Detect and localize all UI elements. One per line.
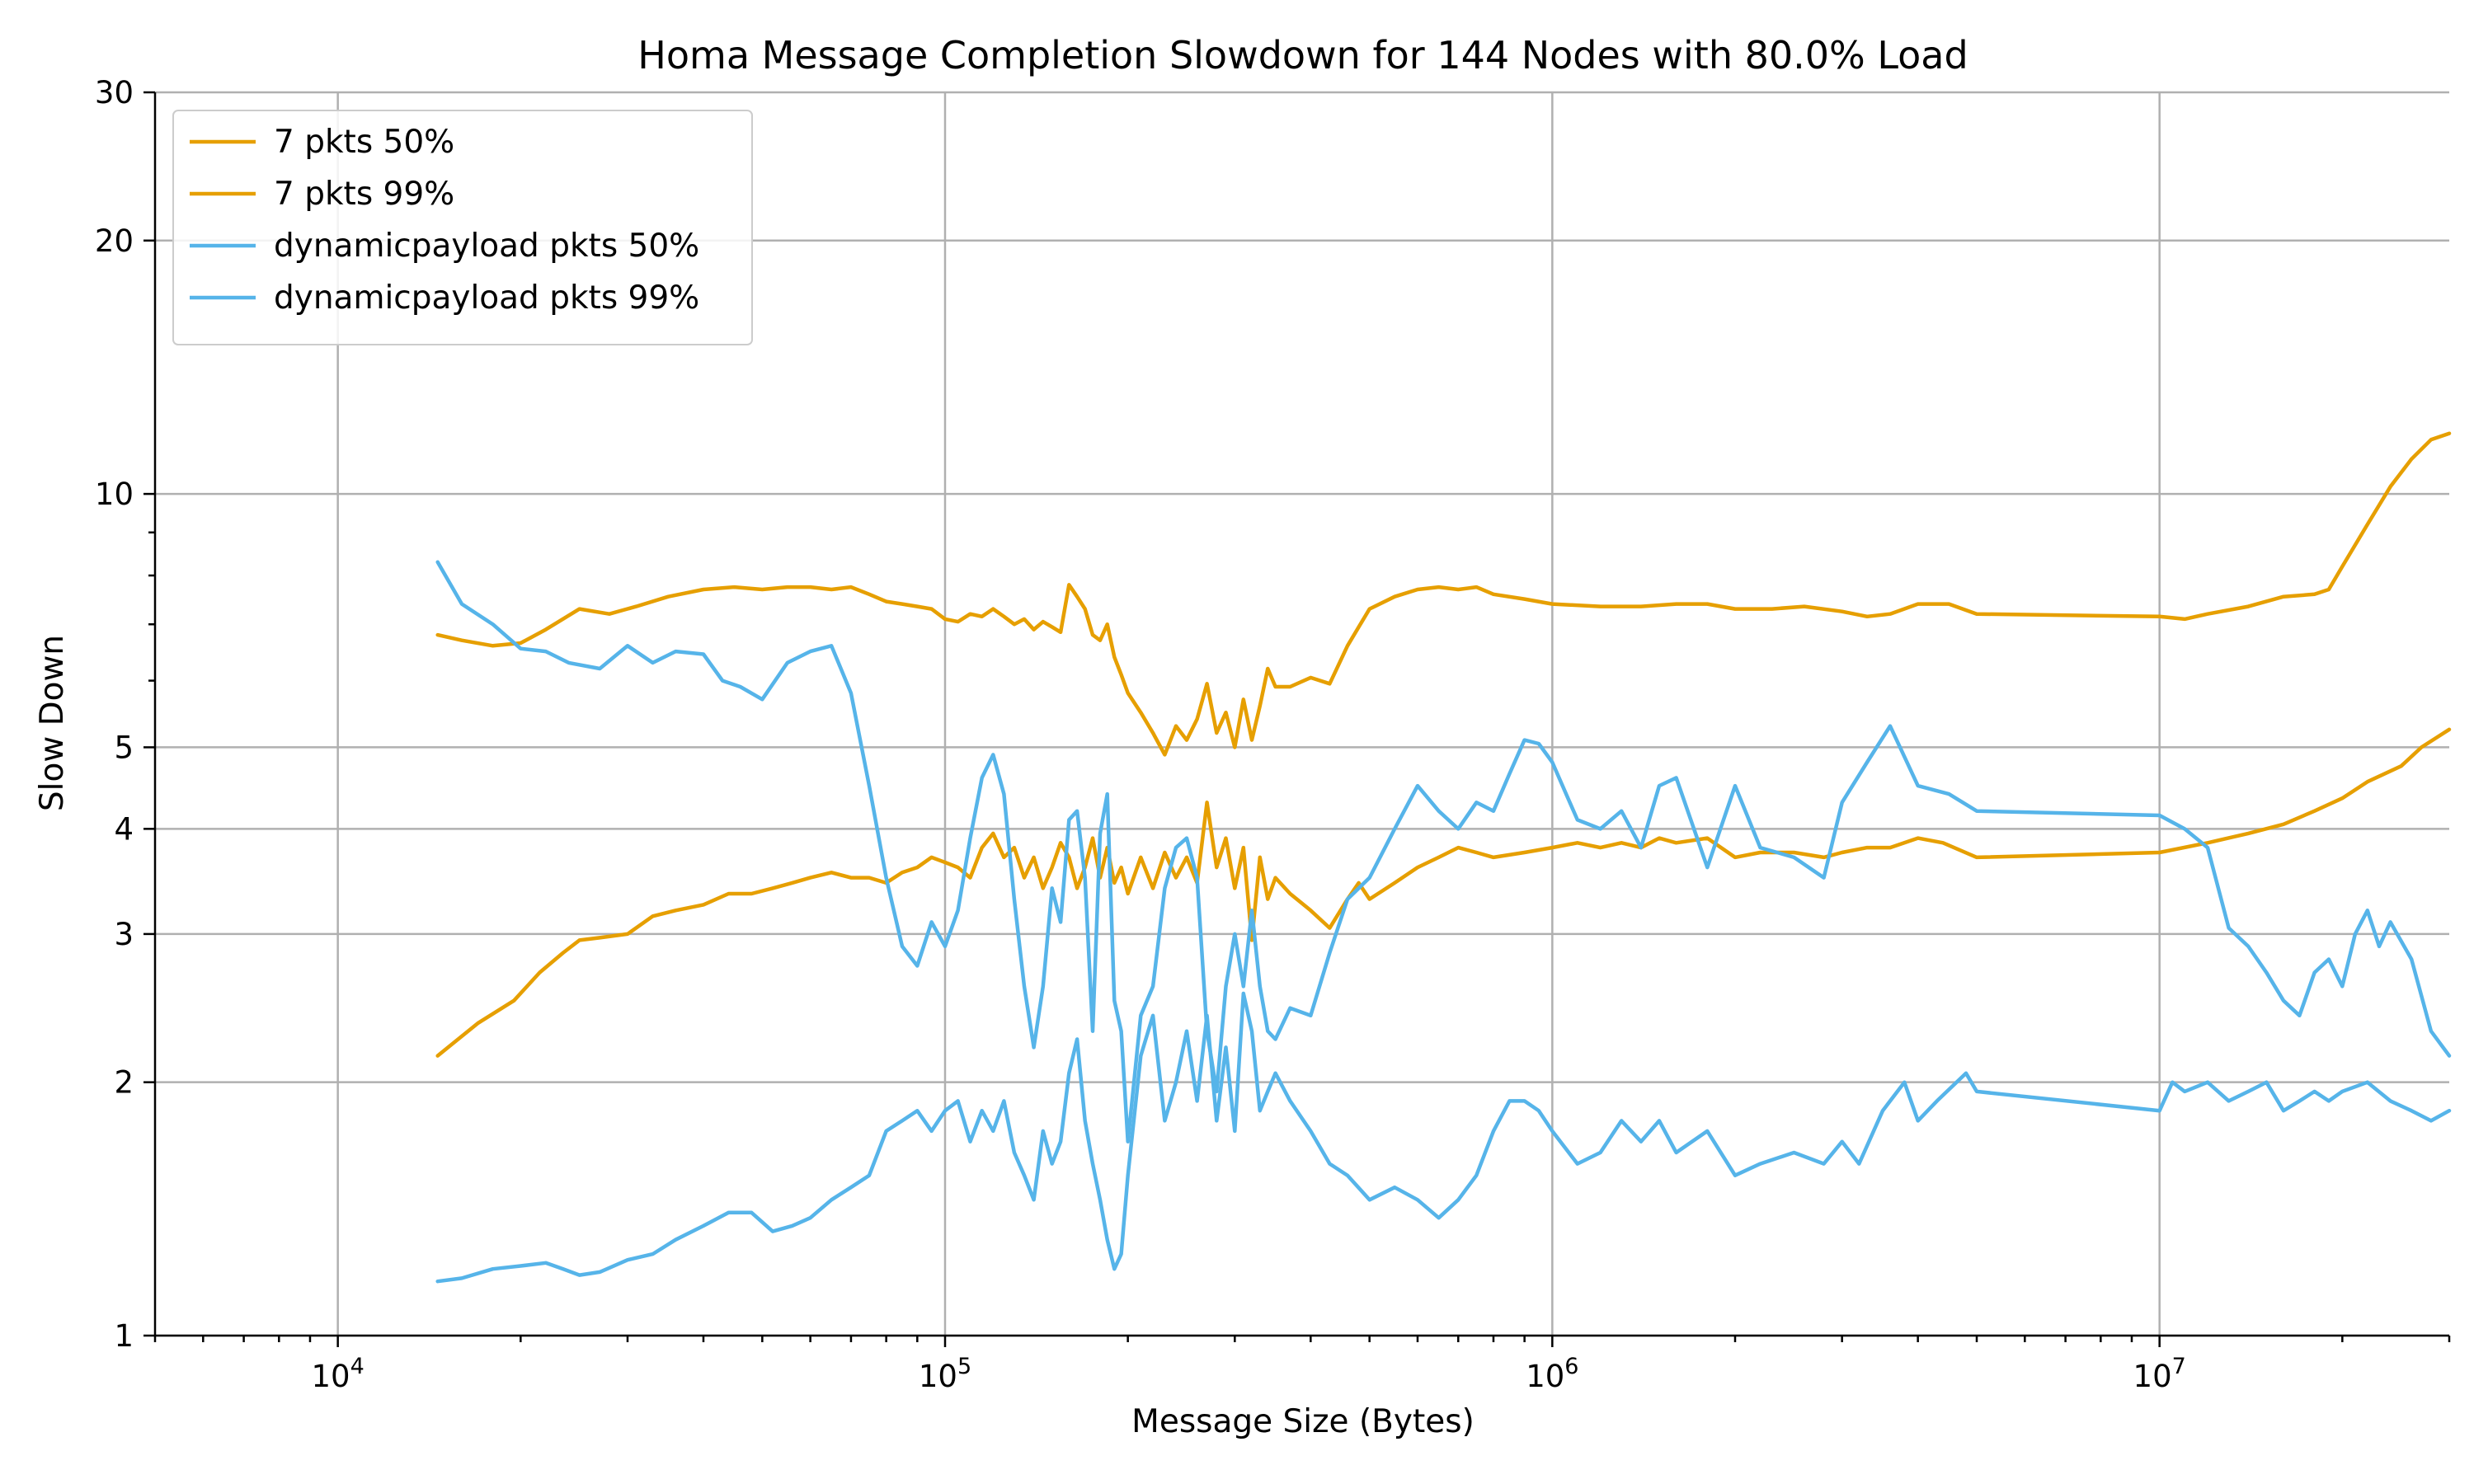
x-tick-label: 104 bbox=[312, 1354, 365, 1394]
y-tick-label: 3 bbox=[114, 917, 134, 952]
y-tick-label: 20 bbox=[95, 223, 134, 259]
tick-labels: 104 105 106 107 1 2 3 4 5 10 20 30 bbox=[95, 75, 2186, 1394]
y-tick-label: 1 bbox=[114, 1318, 134, 1354]
axes bbox=[143, 91, 2451, 1347]
legend-label-2: 7 pkts 99% bbox=[274, 176, 454, 213]
grid-lines bbox=[155, 91, 2449, 1337]
legend-label-1: 7 pkts 50% bbox=[274, 124, 454, 161]
x-axis-label: Message Size (Bytes) bbox=[1131, 1403, 1475, 1440]
series-line-1 bbox=[435, 727, 2452, 1058]
legend: 7 pkts 50% 7 pkts 99% dynamicpayload pkts … bbox=[172, 110, 753, 345]
series-line-2 bbox=[435, 431, 2452, 757]
series-line-4 bbox=[435, 560, 2452, 1144]
y-tick-label: 30 bbox=[95, 75, 134, 110]
legend-label-3: dynamicpayload pkts 50% bbox=[274, 228, 699, 265]
y-axis-label: Slow Down bbox=[34, 635, 71, 811]
y-tick-label: 4 bbox=[114, 811, 134, 847]
y-tick-label: 5 bbox=[114, 730, 134, 765]
y-tick-label: 2 bbox=[114, 1065, 134, 1101]
legend-label-4: dynamicpayload pkts 99% bbox=[274, 279, 699, 317]
x-tick-label: 107 bbox=[2133, 1354, 2186, 1394]
x-tick-label: 106 bbox=[1526, 1354, 1578, 1394]
y-tick-label: 10 bbox=[95, 477, 134, 512]
legend-box bbox=[172, 110, 753, 345]
series-lines bbox=[435, 431, 2452, 1284]
chart-title: Homa Message Completion Slowdown for 144… bbox=[637, 33, 1968, 77]
x-tick-label: 105 bbox=[919, 1354, 971, 1394]
series-line-3 bbox=[435, 991, 2452, 1284]
